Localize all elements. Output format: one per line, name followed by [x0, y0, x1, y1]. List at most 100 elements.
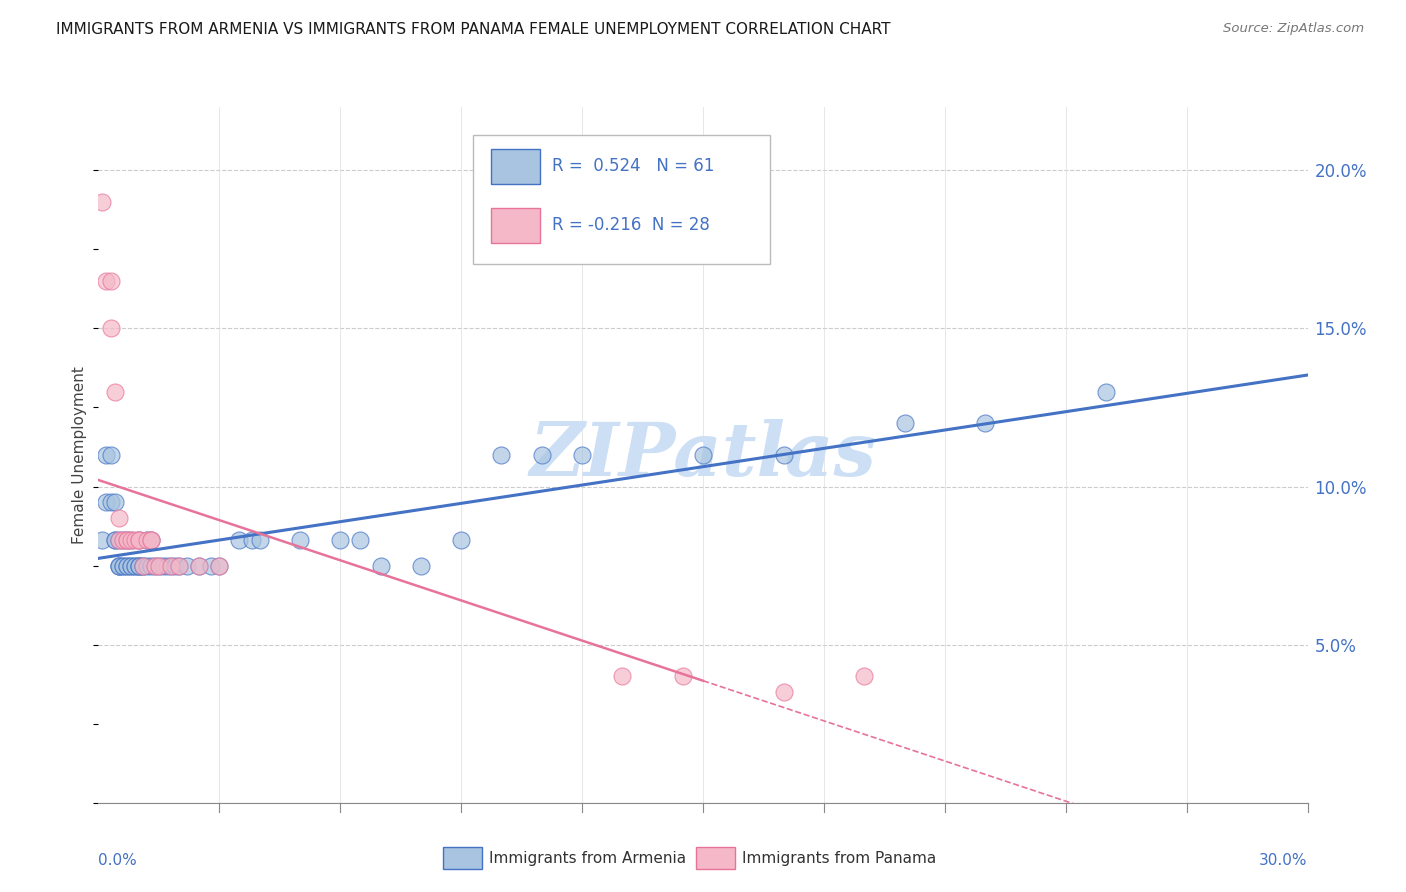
Point: [1095, 384, 1118, 399]
Point: [128, 558, 150, 573]
Point: [107, 558, 129, 573]
Point: [124, 533, 146, 548]
Point: [200, 558, 222, 573]
Point: [188, 558, 211, 573]
Text: R =  0.524   N = 61: R = 0.524 N = 61: [553, 157, 714, 175]
Point: [107, 533, 129, 548]
Point: [128, 533, 150, 548]
Point: [409, 558, 432, 573]
FancyBboxPatch shape: [492, 208, 540, 243]
Point: [120, 558, 142, 573]
Point: [491, 448, 513, 462]
Point: [148, 558, 170, 573]
Point: [111, 533, 134, 548]
Point: [450, 533, 472, 548]
Point: [107, 558, 129, 573]
Point: [111, 533, 134, 548]
Point: [120, 533, 142, 548]
Point: [148, 558, 170, 573]
Point: [91, 533, 114, 548]
Point: [128, 533, 150, 548]
Point: [100, 448, 122, 462]
Point: [115, 558, 138, 573]
Point: [128, 558, 150, 573]
Point: [120, 533, 142, 548]
Point: [96, 448, 118, 462]
Point: [103, 533, 125, 548]
Point: [128, 558, 150, 573]
Text: ZIPatlas: ZIPatlas: [530, 418, 876, 491]
Point: [139, 533, 162, 548]
Point: [156, 558, 179, 573]
Point: [100, 495, 122, 509]
Point: [103, 533, 125, 548]
Point: [163, 558, 186, 573]
Point: [167, 558, 190, 573]
Point: [288, 533, 311, 548]
Point: [115, 533, 138, 548]
Point: [249, 533, 271, 548]
Point: [115, 533, 138, 548]
Point: [115, 558, 138, 573]
Point: [208, 558, 231, 573]
Point: [128, 533, 150, 548]
Point: [96, 495, 118, 509]
Text: Immigrants from Armenia: Immigrants from Armenia: [489, 851, 686, 865]
FancyBboxPatch shape: [492, 149, 540, 184]
Point: [853, 669, 876, 683]
Text: Immigrants from Panama: Immigrants from Panama: [742, 851, 936, 865]
Point: [530, 448, 553, 462]
Point: [132, 558, 155, 573]
Point: [107, 511, 129, 525]
Point: [107, 533, 129, 548]
Y-axis label: Female Unemployment: Female Unemployment: [72, 366, 87, 544]
Point: [672, 669, 695, 683]
Point: [167, 558, 190, 573]
Point: [160, 558, 183, 573]
Point: [120, 558, 142, 573]
Point: [240, 533, 263, 548]
Point: [91, 194, 114, 209]
Point: [135, 533, 157, 548]
Text: R = -0.216  N = 28: R = -0.216 N = 28: [553, 217, 710, 235]
Point: [124, 558, 146, 573]
Point: [612, 669, 634, 683]
Point: [139, 533, 162, 548]
Point: [974, 417, 997, 431]
FancyBboxPatch shape: [474, 135, 769, 263]
Point: [772, 685, 794, 699]
Point: [132, 558, 155, 573]
Point: [111, 558, 134, 573]
Point: [135, 533, 157, 548]
Point: [143, 558, 166, 573]
Point: [111, 558, 134, 573]
Point: [370, 558, 392, 573]
Point: [692, 448, 714, 462]
Text: IMMIGRANTS FROM ARMENIA VS IMMIGRANTS FROM PANAMA FEMALE UNEMPLOYMENT CORRELATIO: IMMIGRANTS FROM ARMENIA VS IMMIGRANTS FR…: [56, 22, 891, 37]
Point: [103, 384, 125, 399]
Point: [329, 533, 352, 548]
Point: [176, 558, 198, 573]
Point: [772, 448, 794, 462]
Point: [143, 558, 166, 573]
Point: [100, 274, 122, 288]
Point: [208, 558, 231, 573]
Point: [96, 274, 118, 288]
Point: [571, 448, 593, 462]
Point: [139, 558, 162, 573]
Point: [893, 417, 915, 431]
Point: [152, 558, 174, 573]
Point: [228, 533, 250, 548]
Point: [103, 495, 125, 509]
Point: [188, 558, 211, 573]
Point: [100, 321, 122, 335]
Point: [349, 533, 371, 548]
Point: [115, 533, 138, 548]
Point: [124, 558, 146, 573]
Point: [107, 558, 129, 573]
Point: [135, 558, 157, 573]
Text: Source: ZipAtlas.com: Source: ZipAtlas.com: [1223, 22, 1364, 36]
Point: [160, 558, 183, 573]
Text: 30.0%: 30.0%: [1260, 854, 1308, 869]
Text: 0.0%: 0.0%: [98, 854, 138, 869]
